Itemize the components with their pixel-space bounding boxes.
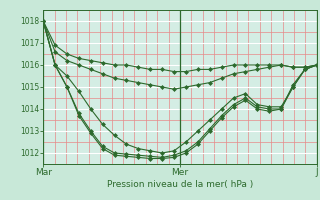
X-axis label: Pression niveau de la mer( hPa ): Pression niveau de la mer( hPa ) [107, 180, 253, 189]
